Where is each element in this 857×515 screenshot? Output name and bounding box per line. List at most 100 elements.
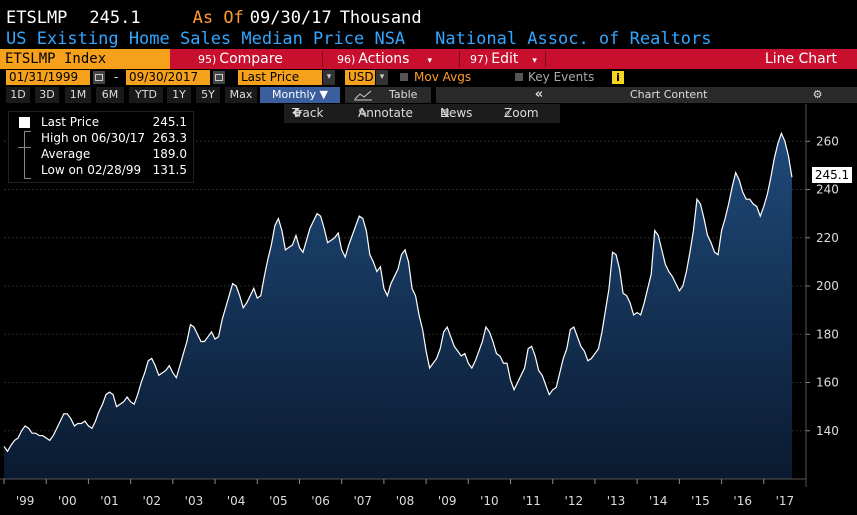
legend-high-label: High on 06/30/17 (41, 131, 146, 145)
chart-content-button[interactable]: Chart Content (608, 87, 778, 103)
period-5y[interactable]: 5Y (196, 87, 220, 103)
x-tick-label: '13 (607, 494, 626, 508)
annotate-label: Annotate (358, 106, 413, 120)
legend-average-label: Average (41, 147, 91, 161)
period-1m[interactable]: 1M (65, 87, 91, 103)
chart-content-label: Chart Content (630, 88, 708, 101)
series-source: National Assoc. of Realtors (435, 29, 712, 49)
price-area-fill (4, 133, 792, 479)
edit-button[interactable]: 97) Edit ▾ (470, 49, 537, 69)
x-axis: '99 '00 '01 '02 '03 '04 '05 '06 '07 '08 '09 '10 '11 '… (0, 478, 806, 508)
key-events-label: Key Events (528, 70, 595, 84)
track-label: Track (292, 106, 324, 120)
x-tick-label: '17 (776, 494, 795, 508)
chart-area[interactable]: 140 160 180 200 220 240 260 '99 '00 '01 '02 '03 '04… (0, 104, 857, 511)
pencil-icon: ✎ (358, 106, 369, 120)
zoom-label: Zoom (504, 106, 539, 120)
chart-legend: Last Price 245.1 High on 06/30/17 263.3 … (8, 111, 194, 183)
toolbar-divider (545, 51, 546, 67)
y-tick-label: 200 (816, 279, 839, 293)
x-tick-label: '11 (522, 494, 541, 508)
function-bar: ETSLMP Index 95) Compare 96) Actions ▾ 97) E… (0, 49, 857, 69)
x-tick-label: '15 (691, 494, 710, 508)
low-marker (24, 178, 31, 179)
x-tick-label: '08 (396, 494, 415, 508)
x-tick-label: '06 (311, 494, 330, 508)
as-of-date: 09/30/17 (249, 8, 332, 28)
actions-dropdown-icon: ▾ (427, 56, 432, 66)
x-tick-label: '04 (227, 494, 246, 508)
table-button[interactable]: Table (381, 87, 431, 103)
currency-select[interactable]: USD (345, 70, 375, 85)
x-tick-label: '99 (16, 494, 35, 508)
chevron-down-icon[interactable]: ▾ (323, 70, 335, 85)
x-tick-label: '10 (480, 494, 499, 508)
info-icon[interactable]: i (612, 71, 624, 84)
mov-avgs-checkbox[interactable] (400, 73, 408, 81)
toolbar-divider (322, 51, 323, 67)
period-1y[interactable]: 1Y (167, 87, 191, 103)
actions-number: 96) (337, 53, 356, 66)
start-date-input[interactable]: 01/31/1999 (6, 70, 90, 85)
x-tick-label: '00 (58, 494, 77, 508)
legend-last-price-label: Last Price (41, 115, 100, 129)
y-tick-label: 140 (816, 424, 839, 438)
x-tick-label: '09 (438, 494, 457, 508)
field-select[interactable]: Last Price (238, 70, 322, 85)
x-tick-label: '16 (733, 494, 752, 508)
legend-bracket (24, 131, 25, 179)
gear-icon[interactable]: ⚙ (778, 87, 857, 103)
high-marker (24, 131, 31, 132)
y-tick-label: 260 (816, 134, 839, 148)
x-tick-label: '07 (354, 494, 373, 508)
x-tick-label: '02 (142, 494, 161, 508)
y-tick-label: 180 (816, 327, 839, 341)
actions-label: Actions (358, 51, 410, 67)
compare-number: 95) (198, 53, 217, 66)
x-tick-label: '01 (100, 494, 119, 508)
period-ytd[interactable]: YTD (129, 87, 163, 103)
legend-low-label: Low on 02/28/99 (41, 163, 142, 177)
period-max[interactable]: Max (225, 87, 257, 103)
frequency-select[interactable]: Monthly ▼ (260, 87, 340, 103)
as-of-label: As Of (192, 8, 244, 28)
last-value-tag: 245.1 (812, 167, 852, 183)
compare-label: Compare (219, 51, 283, 67)
edit-dropdown-icon: ▾ (532, 56, 537, 66)
period-1d[interactable]: 1D (6, 87, 30, 103)
period-row: 1D 3D 1M 6M YTD 1Y 5Y Max Monthly ▼ Tabl… (0, 87, 857, 103)
controls-row: 01/31/1999 - 09/30/2017 Last Price ▾ USD… (0, 69, 857, 86)
legend-last-price-value: 245.1 (152, 115, 187, 129)
period-3d[interactable]: 3D (35, 87, 59, 103)
calendar-icon[interactable] (93, 71, 105, 84)
actions-button[interactable]: 96) Actions ▾ (337, 49, 432, 69)
calendar-icon[interactable] (213, 71, 225, 84)
line-chart-icon[interactable] (345, 87, 381, 103)
legend-high-value: 263.3 (152, 131, 187, 145)
price-chart[interactable]: 140 160 180 200 220 240 260 '99 '00 '01 '02 '03 '04… (0, 104, 857, 511)
description-row: US Existing Home Sales Median Price NSA N… (0, 29, 857, 49)
compare-button[interactable]: 95) Compare (198, 49, 283, 69)
key-events-checkbox[interactable] (515, 73, 523, 81)
chevron-down-icon[interactable]: ▾ (376, 70, 388, 85)
unit-label: Thousand (339, 8, 422, 28)
index-security-field[interactable]: ETSLMP Index (0, 49, 170, 69)
last-price-swatch (19, 117, 30, 128)
period-6m[interactable]: 6M (96, 87, 124, 103)
price-line-series[interactable] (3, 131, 793, 453)
x-tick-label: '12 (565, 494, 584, 508)
x-tick-label: '05 (269, 494, 288, 508)
chart-toolbar: ✥ Track ✎ Annotate ≣ News ⌕ Zoom (284, 104, 560, 123)
news-label: News (440, 106, 473, 120)
legend-low-value: 131.5 (152, 163, 187, 177)
chart-type-label: Line Chart (764, 51, 837, 67)
y-tick-label: 240 (816, 183, 839, 197)
news-icon: ≣ (440, 106, 451, 120)
end-date-input[interactable]: 09/30/2017 (126, 70, 210, 85)
edit-number: 97) (470, 53, 489, 66)
collapse-button[interactable]: « (436, 87, 642, 103)
line-chart-icon-graphic (354, 90, 372, 101)
series-description: US Existing Home Sales Median Price NSA (6, 29, 406, 49)
x-tick-label: '14 (649, 494, 668, 508)
x-tick-label: '03 (185, 494, 204, 508)
